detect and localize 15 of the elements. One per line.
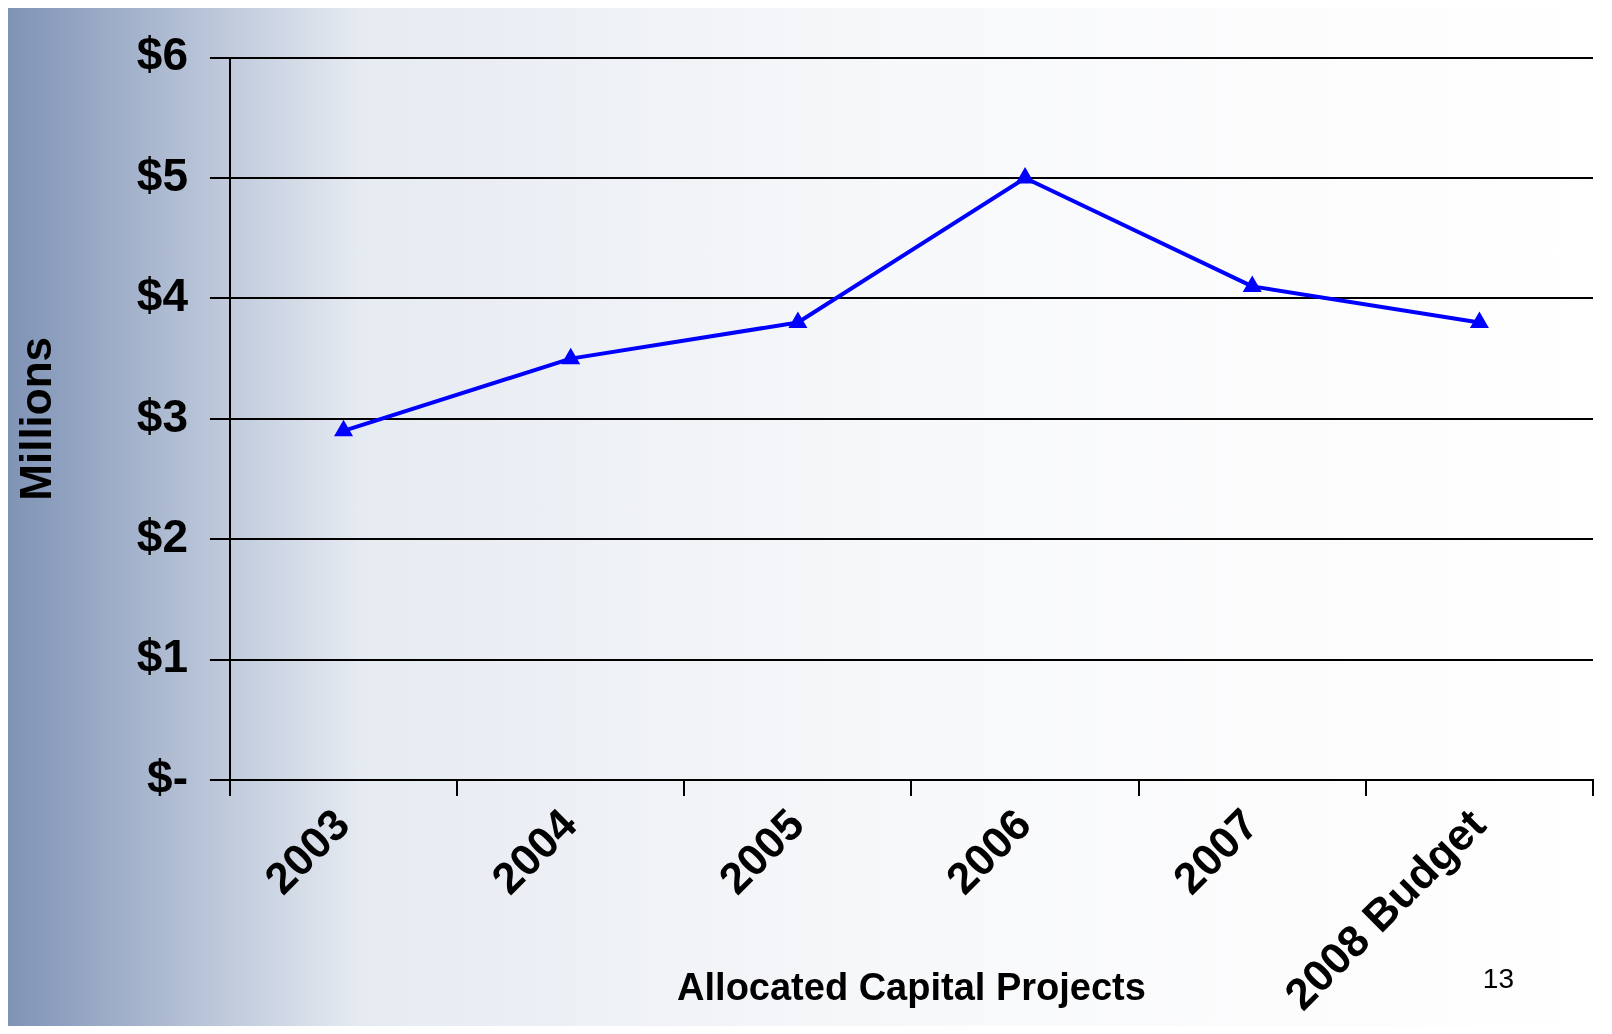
point (334, 419, 353, 437)
y-tick-label: $- (147, 750, 188, 803)
y-tick-label: $4 (136, 269, 189, 322)
point (1244, 277, 1261, 292)
point (789, 313, 806, 328)
point (1471, 313, 1488, 328)
y-tick-label: $6 (136, 28, 188, 81)
y-tick-label: $1 (136, 630, 188, 683)
point (1017, 169, 1034, 184)
text: 13 (1482, 963, 1514, 994)
y-tick-label: $3 (136, 389, 188, 442)
x-axis-title: Allocated Capital Projects (677, 965, 1146, 1008)
y-tick-label: $2 (136, 509, 188, 562)
y-tick-label: $5 (136, 148, 188, 201)
y-axis-title: Millions (10, 336, 60, 501)
